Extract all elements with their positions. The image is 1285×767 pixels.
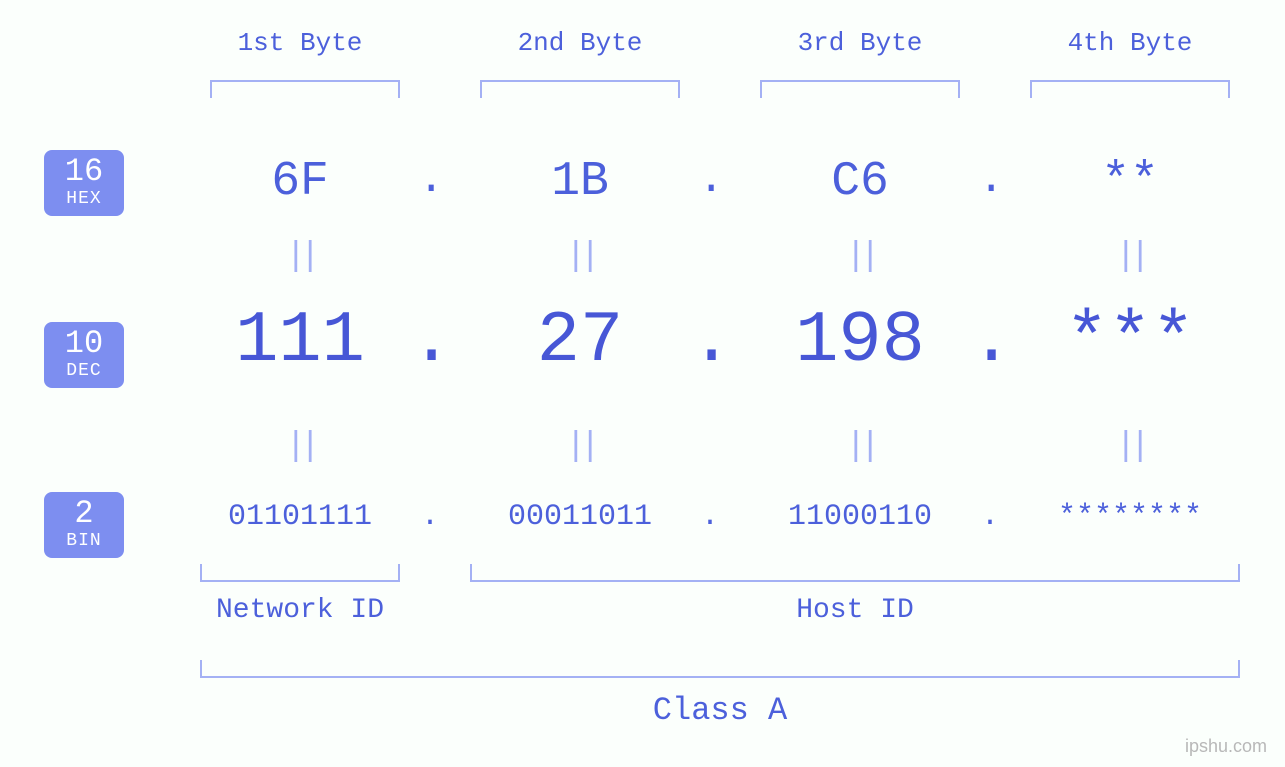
class-bracket xyxy=(200,660,1240,678)
bin-byte-3: 11000110 xyxy=(750,500,970,534)
hex-dot-1: . xyxy=(418,155,442,205)
bin-byte-4: ******** xyxy=(1020,500,1240,534)
host-id-label: Host ID xyxy=(470,595,1240,626)
network-id-label: Network ID xyxy=(200,595,400,626)
eq-hex-dec-3: || xyxy=(845,238,875,276)
badge-hex-abbr: HEX xyxy=(44,190,124,208)
byte-header-2: 2nd Byte xyxy=(490,28,670,58)
byte-header-1: 1st Byte xyxy=(210,28,390,58)
watermark: ipshu.com xyxy=(1185,736,1267,757)
badge-bin-base: 2 xyxy=(44,498,124,530)
eq-hex-dec-4: || xyxy=(1115,238,1145,276)
hex-byte-3: C6 xyxy=(770,155,950,209)
badge-hex-base: 16 xyxy=(44,156,124,188)
bin-dot-1: . xyxy=(418,500,442,534)
dec-byte-3: 198 xyxy=(750,300,970,382)
dec-byte-4: *** xyxy=(1020,300,1240,382)
eq-hex-dec-1: || xyxy=(285,238,315,276)
bin-byte-2: 00011011 xyxy=(470,500,690,534)
dec-dot-1: . xyxy=(410,300,450,382)
class-label: Class A xyxy=(200,692,1240,729)
badge-dec-abbr: DEC xyxy=(44,362,124,380)
hex-dot-3: . xyxy=(978,155,1002,205)
hex-byte-1: 6F xyxy=(210,155,390,209)
eq-dec-bin-3: || xyxy=(845,428,875,466)
byte-bracket-top-1 xyxy=(210,80,400,98)
byte-bracket-top-3 xyxy=(760,80,960,98)
network-id-bracket xyxy=(200,564,400,582)
eq-dec-bin-1: || xyxy=(285,428,315,466)
byte-bracket-top-2 xyxy=(480,80,680,98)
dec-byte-2: 27 xyxy=(470,300,690,382)
hex-dot-2: . xyxy=(698,155,722,205)
byte-header-3: 3rd Byte xyxy=(770,28,950,58)
badge-hex: 16 HEX xyxy=(44,150,124,216)
dec-byte-1: 111 xyxy=(190,300,410,382)
badge-dec-base: 10 xyxy=(44,328,124,360)
hex-byte-2: 1B xyxy=(490,155,670,209)
badge-bin-abbr: BIN xyxy=(44,532,124,550)
byte-bracket-top-4 xyxy=(1030,80,1230,98)
bin-dot-3: . xyxy=(978,500,1002,534)
eq-hex-dec-2: || xyxy=(565,238,595,276)
eq-dec-bin-4: || xyxy=(1115,428,1145,466)
ip-diagram: 1st Byte 2nd Byte 3rd Byte 4th Byte 16 H… xyxy=(0,0,1285,767)
badge-bin: 2 BIN xyxy=(44,492,124,558)
bin-dot-2: . xyxy=(698,500,722,534)
eq-dec-bin-2: || xyxy=(565,428,595,466)
byte-header-4: 4th Byte xyxy=(1040,28,1220,58)
bin-byte-1: 01101111 xyxy=(190,500,410,534)
host-id-bracket xyxy=(470,564,1240,582)
dec-dot-2: . xyxy=(690,300,730,382)
badge-dec: 10 DEC xyxy=(44,322,124,388)
dec-dot-3: . xyxy=(970,300,1010,382)
hex-byte-4: ** xyxy=(1040,155,1220,209)
